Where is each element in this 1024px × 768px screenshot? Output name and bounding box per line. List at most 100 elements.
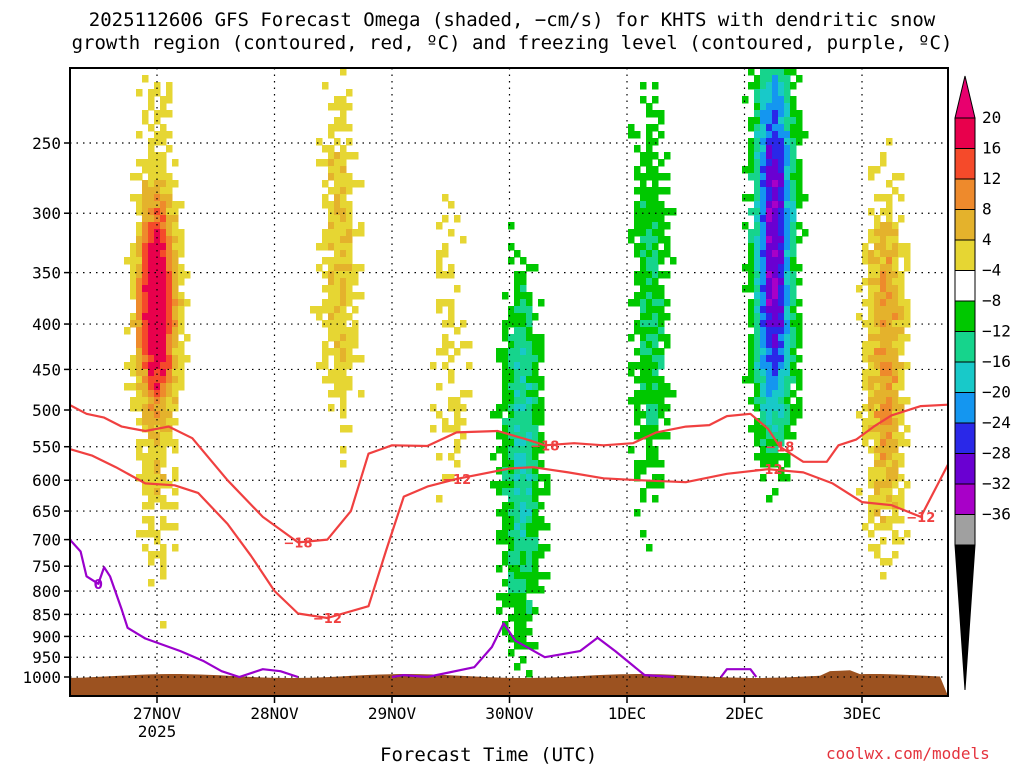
omega-cell (172, 180, 179, 188)
omega-cell (778, 222, 785, 230)
omega-cell (508, 474, 515, 482)
omega-cell (178, 348, 185, 356)
omega-cell (898, 341, 905, 349)
omega-cell (142, 320, 149, 328)
omega-cell (154, 453, 161, 461)
omega-cell (766, 264, 773, 272)
omega-cell (142, 306, 149, 314)
omega-cell (346, 180, 353, 188)
omega-cell (160, 376, 167, 384)
omega-cell (160, 173, 167, 181)
omega-cell (166, 320, 173, 328)
omega-cell (334, 383, 341, 391)
omega-cell (160, 341, 167, 349)
omega-cell (874, 474, 881, 482)
omega-cell (142, 278, 149, 286)
omega-cell (790, 103, 797, 111)
omega-cell (772, 327, 779, 335)
omega-cell (142, 376, 149, 384)
omega-cell (760, 334, 767, 342)
omega-cell (742, 96, 749, 104)
omega-cell (166, 523, 173, 531)
omega-cell (772, 145, 779, 153)
omega-cell (784, 229, 791, 237)
omega-cell (778, 348, 785, 356)
omega-cell (742, 222, 749, 230)
omega-cell (148, 530, 155, 538)
omega-cell (454, 285, 461, 293)
omega-cell (142, 243, 149, 251)
omega-cell (340, 208, 347, 216)
omega-cell (754, 453, 761, 461)
omega-cell (508, 320, 515, 328)
omega-cell (538, 544, 545, 552)
omega-cell (640, 187, 647, 195)
omega-cell (142, 418, 149, 426)
omega-cell (628, 236, 635, 244)
omega-cell (142, 222, 149, 230)
contour-label-dgz_minus12: −12 (313, 612, 342, 627)
omega-cell (508, 579, 515, 587)
omega-cell (652, 453, 659, 461)
omega-cell (760, 320, 767, 328)
omega-cell (658, 285, 665, 293)
omega-cell (544, 488, 551, 496)
omega-cell (526, 586, 533, 594)
omega-cell (124, 327, 131, 335)
omega-cell (508, 313, 515, 321)
omega-cell (496, 537, 503, 545)
omega-cell (148, 215, 155, 223)
omega-cell (448, 229, 455, 237)
omega-cell (172, 222, 179, 230)
omega-cell (754, 166, 761, 174)
omega-cell (664, 341, 671, 349)
omega-cell (454, 439, 461, 447)
omega-cell (754, 103, 761, 111)
omega-cell (778, 145, 785, 153)
omega-cell (658, 411, 665, 419)
omega-cell (142, 474, 149, 482)
omega-cell (532, 537, 539, 545)
omega-cell (664, 236, 671, 244)
omega-cell (874, 194, 881, 202)
credit-link[interactable]: coolwx.com/models (826, 744, 990, 763)
omega-cell (514, 537, 521, 545)
omega-cell (514, 663, 521, 671)
colorbar-label: −12 (982, 322, 1011, 341)
omega-cell (874, 446, 881, 454)
omega-cell (334, 194, 341, 202)
omega-cell (640, 180, 647, 188)
omega-cell (532, 551, 539, 559)
omega-cell (640, 411, 647, 419)
omega-cell (154, 411, 161, 419)
colorbar-label: −24 (982, 413, 1011, 432)
omega-cell (658, 299, 665, 307)
omega-cell (634, 299, 641, 307)
omega-cell (142, 257, 149, 265)
omega-cell (172, 159, 179, 167)
omega-cell (154, 180, 161, 188)
omega-cell (796, 334, 803, 342)
omega-cell (646, 250, 653, 258)
omega-cell (796, 313, 803, 321)
omega-cell (496, 432, 503, 440)
omega-cell (778, 432, 785, 440)
omega-cell (136, 250, 143, 258)
omega-cell (892, 334, 899, 342)
omega-cell (526, 600, 533, 608)
omega-cell (346, 138, 353, 146)
omega-cell (514, 327, 521, 335)
omega-cell (748, 320, 755, 328)
omega-cell (646, 159, 653, 167)
omega-cell (154, 369, 161, 377)
omega-cell (502, 404, 509, 412)
omega-cell (130, 173, 137, 181)
omega-cell (148, 425, 155, 433)
omega-cell (148, 152, 155, 160)
colorbar-arrow-bottom (954, 544, 976, 691)
omega-cell (142, 369, 149, 377)
omega-cell (784, 460, 791, 468)
omega-cell (136, 173, 143, 181)
omega-cell (148, 439, 155, 447)
